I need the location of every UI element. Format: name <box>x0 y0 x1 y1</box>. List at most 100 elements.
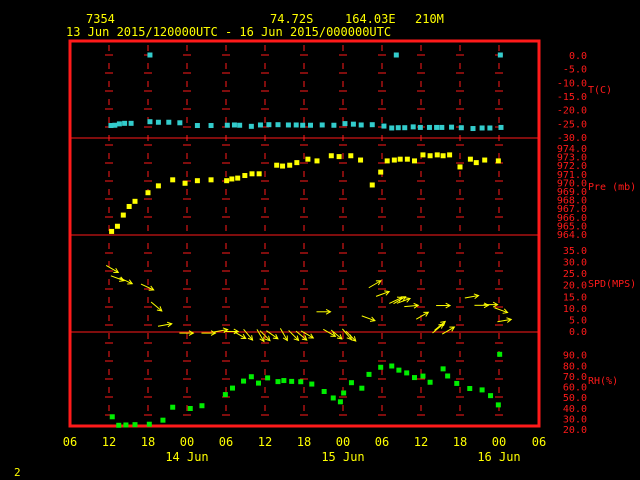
data-point <box>281 378 287 384</box>
wind-arrow-head <box>233 328 240 335</box>
wind-arrow-shaft <box>256 329 265 342</box>
data-point <box>412 158 417 164</box>
data-point <box>482 157 488 163</box>
data-point <box>404 156 410 162</box>
data-point <box>434 124 440 130</box>
wind-arrow-shaft <box>497 318 512 323</box>
data-point <box>467 156 473 162</box>
wind-arrow <box>434 320 447 331</box>
data-point <box>256 171 262 177</box>
wind-arrow-shaft <box>300 330 314 339</box>
wind-arrow-shaft <box>494 307 508 314</box>
data-point <box>208 177 214 183</box>
wind-arrow <box>415 311 430 320</box>
data-point <box>427 379 433 385</box>
wind-arrow <box>393 296 407 305</box>
data-point <box>440 366 446 372</box>
data-point <box>321 388 327 394</box>
y-tick-label: 966.0 <box>557 213 587 224</box>
data-point <box>248 123 254 129</box>
wind-arrow <box>150 301 163 312</box>
wind-arrow <box>375 290 391 297</box>
wind-arrow-shaft <box>243 329 253 341</box>
wind-arrow <box>119 277 134 285</box>
y-tick-label: 50.0 <box>563 393 587 404</box>
data-point <box>257 122 263 128</box>
y-tick-label: 40.0 <box>563 404 587 415</box>
wind-arrow-shaft <box>213 329 228 333</box>
y-tick-label: 30.0 <box>563 414 587 425</box>
data-point <box>231 122 237 128</box>
panel-label-pres: Pre (mb) <box>588 182 636 193</box>
wind-arrow-shaft <box>389 297 403 304</box>
y-tick-label: 969.0 <box>557 187 587 198</box>
data-point <box>350 121 356 127</box>
wind-arrow-shaft <box>375 291 390 297</box>
data-point <box>457 164 463 170</box>
data-point <box>109 228 115 234</box>
data-point <box>177 120 183 126</box>
wind-arrow <box>483 301 499 308</box>
data-point <box>348 380 354 386</box>
station-elev: 210M <box>415 12 444 26</box>
wind-arrow <box>300 330 315 339</box>
data-point <box>275 379 281 385</box>
wind-arrow-head <box>330 331 337 337</box>
data-point <box>389 125 395 131</box>
data-point <box>420 152 426 158</box>
y-tick-label: 10.0 <box>563 304 587 315</box>
y-tick-label: 35.0 <box>563 246 587 257</box>
wind-arrow <box>110 275 126 282</box>
data-point <box>389 363 395 369</box>
data-point <box>145 190 151 196</box>
wind-arrow-shaft <box>415 311 429 320</box>
panel-label-temp: T(C) <box>588 85 612 96</box>
wind-arrow <box>396 297 412 304</box>
data-point <box>266 122 272 128</box>
data-point <box>109 414 115 420</box>
data-point <box>147 52 153 58</box>
x-tick-label: 06 <box>219 435 233 449</box>
chart-header: 7354 74.72S 164.03E 210M 13 Jun 2015/120… <box>66 12 444 39</box>
x-tick-label: 12 <box>258 435 272 449</box>
wind-arrow-shaft <box>361 315 376 322</box>
data-point <box>132 422 138 428</box>
data-point <box>369 122 375 128</box>
wind-arrow-head <box>336 334 343 340</box>
wind-arrow-shaft <box>368 280 382 289</box>
wind-arrow-head <box>188 330 195 336</box>
wind-arrow <box>295 330 308 341</box>
data-point <box>256 380 261 386</box>
data-point <box>235 175 241 181</box>
y-tick-label: 20.0 <box>563 281 587 292</box>
wind-arrow-head <box>445 302 452 309</box>
wind-arrow <box>233 331 247 339</box>
x-tick-label: 00 <box>492 435 506 449</box>
data-point <box>378 364 384 370</box>
wind-arrow-head <box>405 297 412 303</box>
wind-arrow <box>323 328 337 337</box>
data-point <box>126 203 132 209</box>
wind-arrow <box>436 302 452 309</box>
data-point <box>434 152 440 158</box>
data-point <box>275 122 281 128</box>
wind-arrow <box>316 308 332 315</box>
wind-arrow-head <box>247 335 254 341</box>
data-point <box>182 180 188 186</box>
wind-arrow <box>464 293 480 300</box>
x-tick-label: 18 <box>453 435 467 449</box>
data-point <box>194 178 200 184</box>
wind-arrow-head <box>483 302 490 309</box>
x-tick-label: 12 <box>414 435 428 449</box>
data-point <box>454 380 460 386</box>
data-point <box>280 163 286 169</box>
x-day-label: 14 Jun <box>165 450 208 464</box>
data-point <box>146 421 152 427</box>
wind-arrow-head <box>369 316 376 322</box>
data-point <box>224 178 230 184</box>
data-point <box>420 373 426 379</box>
data-point <box>479 387 485 393</box>
wind-arrow-shaft <box>441 326 455 335</box>
wind-arrow-shaft <box>266 330 279 340</box>
data-point <box>497 351 503 357</box>
